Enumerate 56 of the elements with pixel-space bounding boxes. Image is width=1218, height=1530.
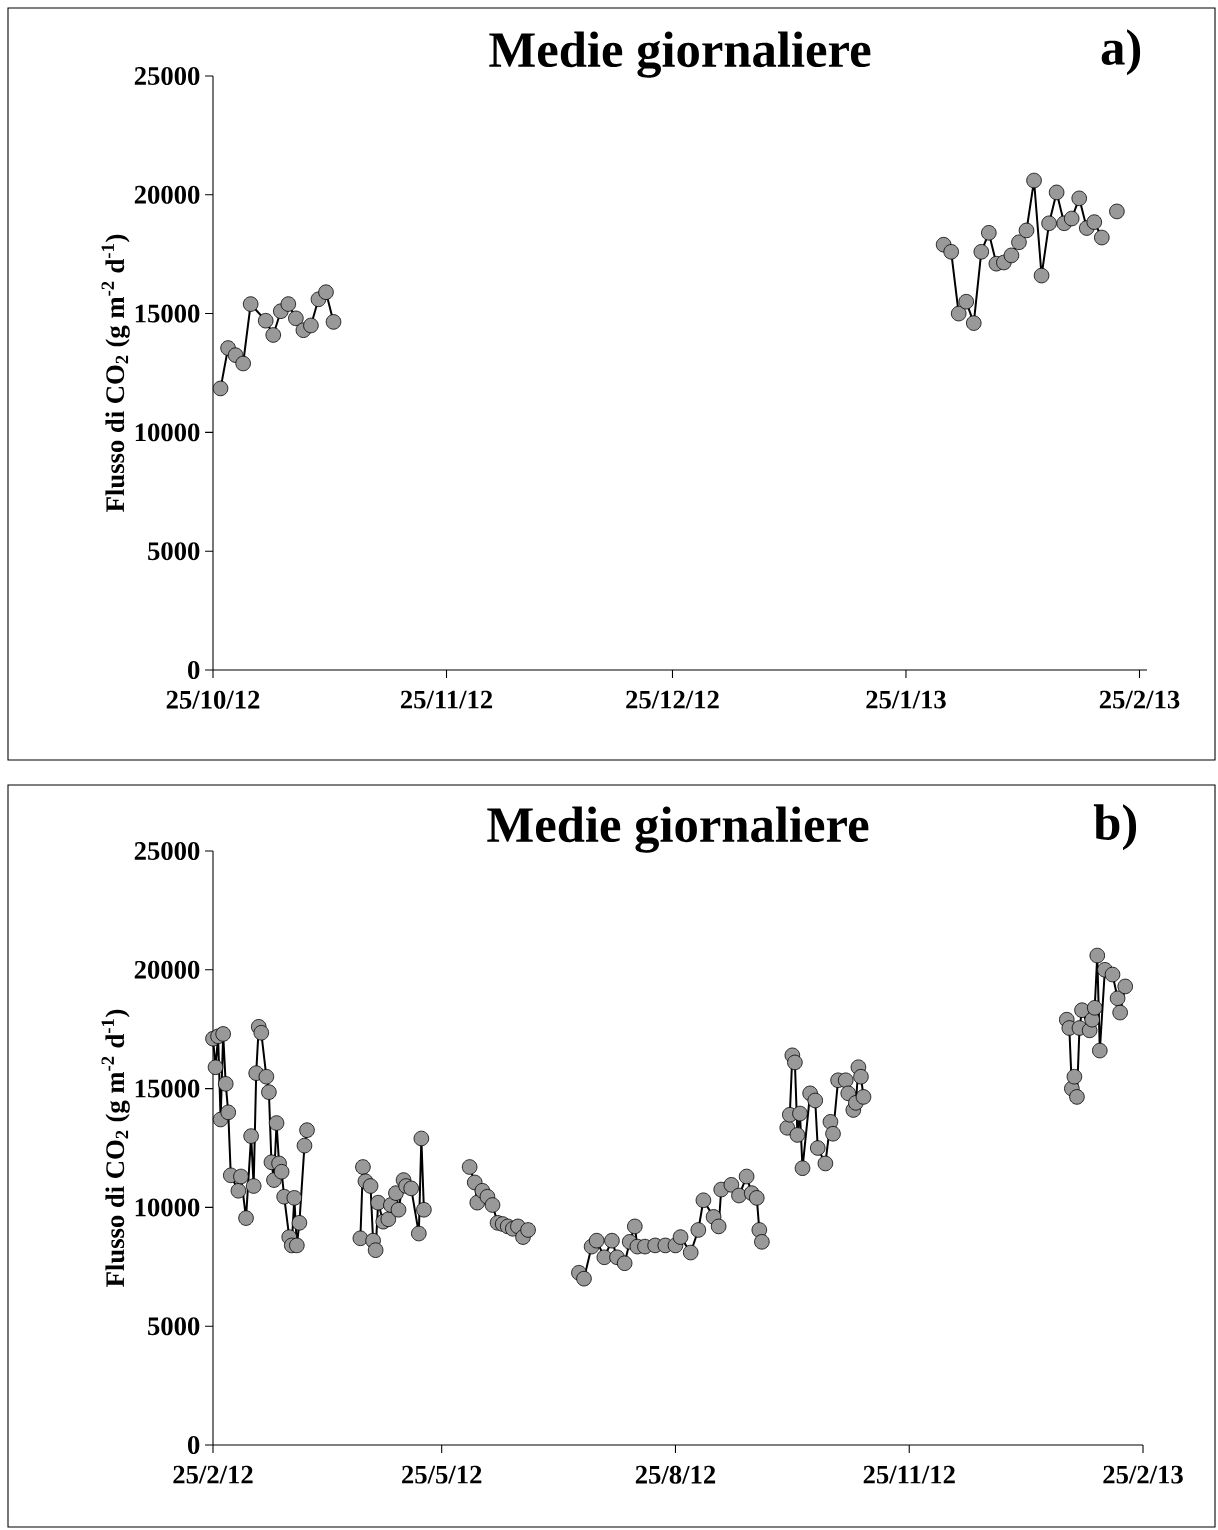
y-tick-label: 20000 bbox=[134, 185, 200, 204]
y-axis-title: Flusso di CO$_{2}$ (g m$^{-2}$ d$^{-1}$) bbox=[101, 234, 130, 512]
point bbox=[1063, 210, 1080, 227]
x-tick-label: 25/11/12 bbox=[400, 690, 493, 709]
y-tick-label: 25000 bbox=[134, 66, 200, 85]
y-axis-title: Flusso di CO$_{2}$ (g m$^{-2}$ d$^{-1}$) bbox=[101, 1009, 130, 1287]
point bbox=[1048, 184, 1065, 201]
y-tick-label: 15000 bbox=[135, 1079, 200, 1098]
point bbox=[1094, 229, 1110, 246]
x-tick-label: 25/1/13 bbox=[866, 690, 946, 709]
x-tick-label: 25/8/12 bbox=[635, 1465, 716, 1484]
chart-title: Medie giornaliere bbox=[487, 806, 869, 853]
point bbox=[1026, 172, 1042, 189]
point bbox=[318, 284, 334, 300]
point bbox=[1003, 247, 1020, 264]
x-tick-label: 25/2/13 bbox=[1099, 690, 1180, 709]
y-tick-label: 5000 bbox=[148, 542, 200, 561]
point bbox=[280, 296, 297, 312]
x-tick-label: 25/12/12 bbox=[626, 690, 719, 709]
y-tick-label: 10000 bbox=[135, 423, 200, 442]
point bbox=[973, 244, 990, 260]
point bbox=[1033, 267, 1050, 284]
point bbox=[303, 317, 319, 334]
chart-title: Medie giornaliere bbox=[489, 31, 871, 78]
x-tick-label: 25/5/12 bbox=[402, 1465, 482, 1484]
y-tick-label: 5000 bbox=[148, 1317, 200, 1336]
point bbox=[1109, 203, 1125, 220]
y-tick-label: 25000 bbox=[134, 842, 200, 860]
point bbox=[943, 244, 959, 260]
point bbox=[1011, 234, 1027, 251]
point bbox=[212, 380, 229, 397]
point bbox=[1041, 215, 1057, 232]
point bbox=[325, 314, 342, 330]
y-tick-label: 20000 bbox=[134, 960, 200, 979]
x-tick-label: 25/10/12 bbox=[166, 690, 260, 709]
point bbox=[258, 312, 274, 329]
point bbox=[288, 310, 304, 327]
point bbox=[235, 355, 251, 372]
x-tick-label: 25/11/12 bbox=[863, 1465, 955, 1484]
point bbox=[958, 293, 974, 310]
y-tick-label: 15000 bbox=[135, 304, 200, 323]
point bbox=[950, 305, 967, 322]
point bbox=[981, 225, 997, 241]
y-tick-label: 0 bbox=[188, 1436, 200, 1454]
point bbox=[1071, 190, 1087, 207]
point bbox=[1018, 222, 1035, 239]
text: a) bbox=[1101, 29, 1141, 76]
x-tick-label: 25/2/13 bbox=[1103, 1465, 1183, 1484]
point bbox=[242, 296, 259, 312]
y-tick-label: 10000 bbox=[135, 1198, 200, 1217]
point bbox=[966, 315, 982, 331]
text: b) bbox=[1093, 804, 1137, 851]
point bbox=[1086, 214, 1103, 230]
point bbox=[265, 327, 281, 343]
x-tick-label: 25/2/12 bbox=[173, 1465, 253, 1484]
y-tick-label: 0 bbox=[188, 660, 200, 679]
